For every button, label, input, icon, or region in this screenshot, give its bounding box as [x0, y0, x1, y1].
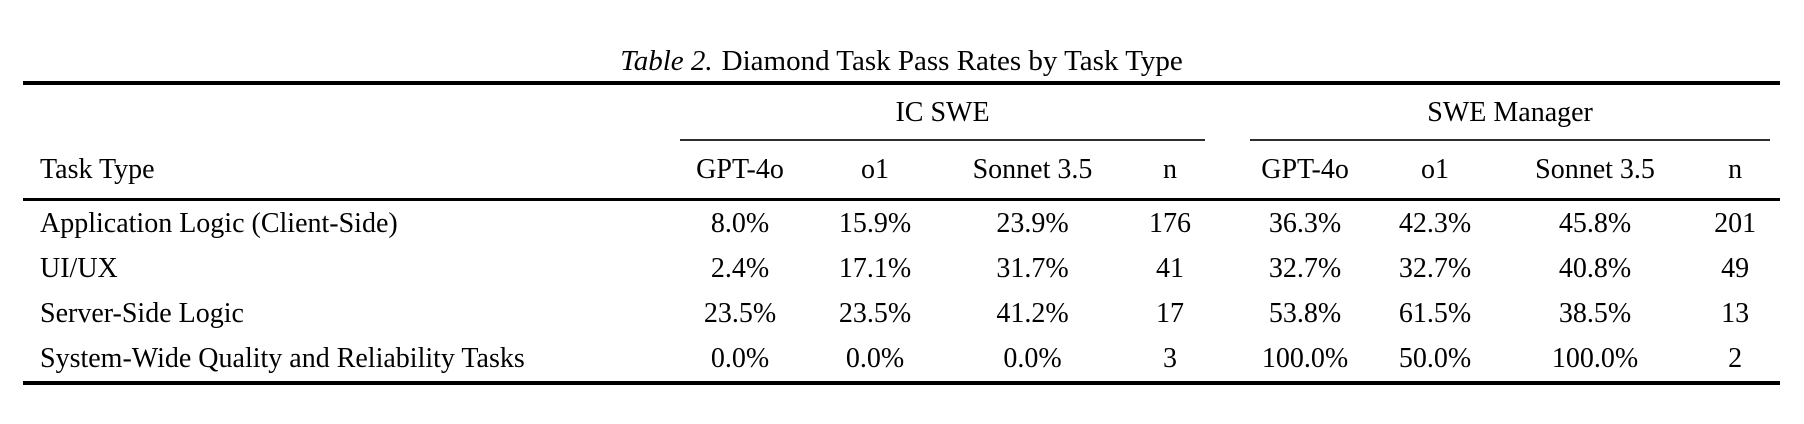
data-cell: 0.0% [845, 342, 905, 374]
table-row-system-wide-quality: System-Wide Quality and Reliability Task… [23, 336, 1780, 383]
pass-rates-table: IC SWE SWE Manager Task Type GPT-4o o1 S… [23, 81, 1781, 385]
data-cell: 0.0% [1003, 342, 1062, 374]
data-cell: 50.0% [1398, 342, 1472, 374]
col-header-mgr-n: n [1690, 141, 1781, 201]
data-cell: 176 [1149, 207, 1192, 239]
column-header-row: Task Type GPT-4o o1 Sonnet 3.5 n GPT-4o … [23, 141, 1781, 201]
table-row-application-logic: Application Logic (Client-Side) 8.0% 15.… [23, 200, 1780, 247]
data-cell: 3 [1163, 342, 1178, 374]
data-cell: 49 [1721, 252, 1750, 284]
table-row-server-side-logic: Server-Side Logic 23.5% 23.5% 41.2% 17 5… [23, 291, 1780, 336]
data-cell: 40.8% [1558, 252, 1632, 284]
data-cell: 100.0% [1551, 342, 1639, 374]
col-header-mgr-gpt4o: GPT-4o [1240, 141, 1371, 201]
data-cell: 53.8% [1268, 297, 1342, 329]
row-label: Server-Side Logic [40, 297, 244, 329]
data-cell: 8.0% [710, 207, 770, 239]
row-label: UI/UX [40, 252, 118, 284]
data-cell: 41.2% [996, 297, 1069, 329]
data-cell: 15.9% [838, 207, 912, 239]
data-cell: 100.0% [1261, 342, 1349, 374]
data-cell: 41 [1156, 252, 1185, 284]
data-cell: 23.5% [838, 297, 912, 329]
data-cell: 32.7% [1268, 252, 1342, 284]
col-header-ic-gpt4o: GPT-4o [670, 141, 810, 201]
col-header-mgr-o1: o1 [1370, 141, 1501, 201]
group-header-ic-swe: IC SWE [670, 83, 1215, 141]
table-row-ui-ux: UI/UX 2.4% 17.1% 31.7% 41 32.7% 32.7% 40… [23, 246, 1780, 291]
column-gap [1215, 200, 1240, 247]
data-cell: 17 [1156, 297, 1185, 329]
group-gap [1215, 83, 1240, 141]
group-header-swe-manager-label: SWE Manager [1427, 97, 1593, 128]
data-cell: 2.4% [710, 252, 770, 284]
table-caption-title: Diamond Task Pass Rates by Task Type [721, 45, 1183, 77]
row-label: Application Logic (Client-Side) [40, 207, 398, 239]
col-header-ic-o1: o1 [810, 141, 940, 201]
data-cell: 36.3% [1268, 207, 1342, 239]
data-cell: 42.3% [1398, 207, 1472, 239]
data-cell: 13 [1721, 297, 1750, 329]
data-cell: 45.8% [1558, 207, 1632, 239]
rule-under-swe-manager [1250, 139, 1771, 141]
data-cell: 38.5% [1558, 297, 1632, 329]
group-header-ic-swe-label: IC SWE [895, 97, 990, 128]
row-label: System-Wide Quality and Reliability Task… [40, 342, 525, 374]
group-header-row: IC SWE SWE Manager [23, 83, 1780, 141]
data-cell: 0.0% [710, 342, 770, 374]
data-cell: 2 [1728, 342, 1743, 374]
group-header-swe-manager: SWE Manager [1240, 83, 1780, 141]
data-cell: 32.7% [1398, 252, 1472, 284]
col-header-mgr-sonnet35: Sonnet 3.5 [1500, 141, 1691, 201]
col-header-ic-n: n [1125, 141, 1216, 201]
data-cell: 201 [1714, 207, 1757, 239]
data-cell: 23.9% [996, 207, 1069, 239]
group-header-empty [23, 83, 670, 141]
data-cell: 23.5% [703, 297, 777, 329]
table-caption-number: Table 2. [620, 45, 713, 77]
rule-under-ic-swe [680, 139, 1206, 141]
column-gap [1215, 336, 1240, 383]
column-gap [1215, 246, 1240, 291]
col-header-task-type: Task Type [23, 141, 670, 201]
data-cell: 61.5% [1398, 297, 1472, 329]
data-cell: 31.7% [996, 252, 1069, 284]
column-gap [1215, 141, 1241, 201]
col-header-ic-sonnet35: Sonnet 3.5 [940, 141, 1125, 201]
data-cell: 17.1% [838, 252, 912, 284]
table-caption: Table 2. Diamond Task Pass Rates by Task … [23, 44, 1780, 78]
column-gap [1215, 291, 1240, 336]
